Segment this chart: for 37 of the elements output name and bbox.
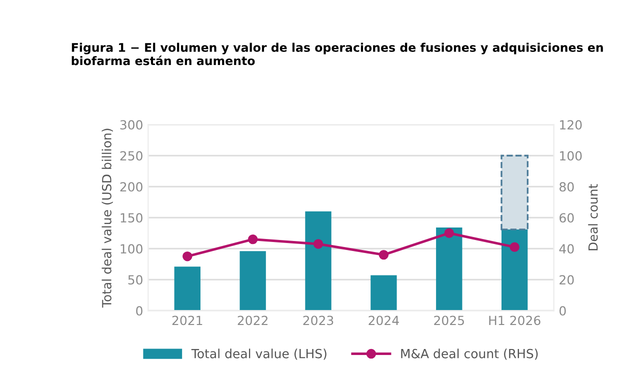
y2-tick-label: 80 [560,182,574,192]
y2-axis-title: Deal count [588,184,598,250]
bar [436,228,462,311]
x-tick-label: 2025 [434,316,464,326]
y2-tick-label: 120 [560,120,582,130]
y-tick-label: 50 [128,275,142,285]
bar [240,251,266,311]
y2-tick-label: 100 [560,151,582,161]
x-tick-label: 2024 [368,316,399,326]
point [248,234,258,244]
y2-tick-label: 20 [560,275,574,285]
y-tick-label: 100 [120,244,142,254]
legend-label: M&A deal count (RHS) [401,348,538,360]
point [313,239,324,249]
y-tick-label: 0 [136,306,142,316]
y2-tick-label: 40 [559,244,574,254]
y2-tick-label: 0 [560,306,566,316]
x-tick-label: 2022 [238,316,268,326]
y2-tick-label: 60 [560,213,574,223]
y-tick-label: 300 [120,120,142,130]
x-tick-label: 2021 [172,316,202,326]
bar [305,211,332,311]
point [510,242,520,252]
y-tick-label: 200 [120,182,142,192]
point [182,252,192,262]
y-tick-label: 150 [120,213,142,223]
x-tick-label: 2023 [303,316,334,326]
y-axis-title: Total deal value (USD billion) [102,128,113,308]
x-tick-label: H1 2026 [489,316,540,326]
point [378,250,389,260]
bar [174,266,200,311]
bar [370,275,397,311]
point [444,228,454,238]
chart-title: Figura 1 − El volumen y valor de las operaciones de fusiones y adquisiciones en biofarma están en aumento [72,42,603,66]
legend-label: Total deal value (LHS) [191,348,326,360]
y-tick-label: 250 [120,151,142,161]
bar [501,229,528,311]
